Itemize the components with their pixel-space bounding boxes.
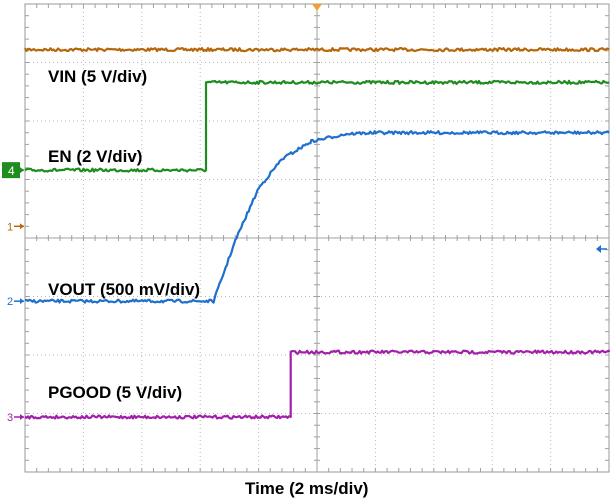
trigger-marker-icon <box>312 4 322 11</box>
trace-en <box>24 79 610 173</box>
trace-label-en: EN (2 V/div) <box>48 147 142 166</box>
trace-label-vin: VIN (5 V/div) <box>48 67 147 86</box>
channel-3-marker: 3 <box>7 412 24 424</box>
trace-pgood <box>24 349 611 420</box>
graticule <box>25 4 609 472</box>
channel-number: 4 <box>8 164 15 178</box>
channel-number: 3 <box>7 412 13 424</box>
channel-number: 1 <box>7 221 13 233</box>
arrow-head-icon <box>20 223 24 230</box>
trace-labels: VIN (5 V/div) EN (2 V/div) VOUT (500 mV/di… <box>48 67 200 402</box>
trace-vin <box>24 47 610 53</box>
x-axis-label: Time (2 ms/div) <box>245 479 368 498</box>
channel-marker-box <box>2 162 20 179</box>
channel-4-marker: 4 <box>2 162 24 179</box>
arrow-head-icon <box>20 167 24 174</box>
trace-label-pgood: PGOOD (5 V/div) <box>48 383 182 402</box>
trace-label-vout: VOUT (500 mV/div) <box>48 280 200 299</box>
offset-arrow-head <box>596 245 601 253</box>
channel-markers: 4 1 2 3 <box>2 162 607 424</box>
arrow-head-icon <box>20 298 24 305</box>
traces <box>24 47 611 420</box>
offset-arrow-icon <box>596 245 607 253</box>
trace-vout <box>24 130 610 304</box>
channel-number: 2 <box>7 296 13 308</box>
channel-1-marker: 1 <box>7 221 24 233</box>
arrow-head-icon <box>20 414 24 421</box>
channel-2-marker: 2 <box>7 296 24 308</box>
